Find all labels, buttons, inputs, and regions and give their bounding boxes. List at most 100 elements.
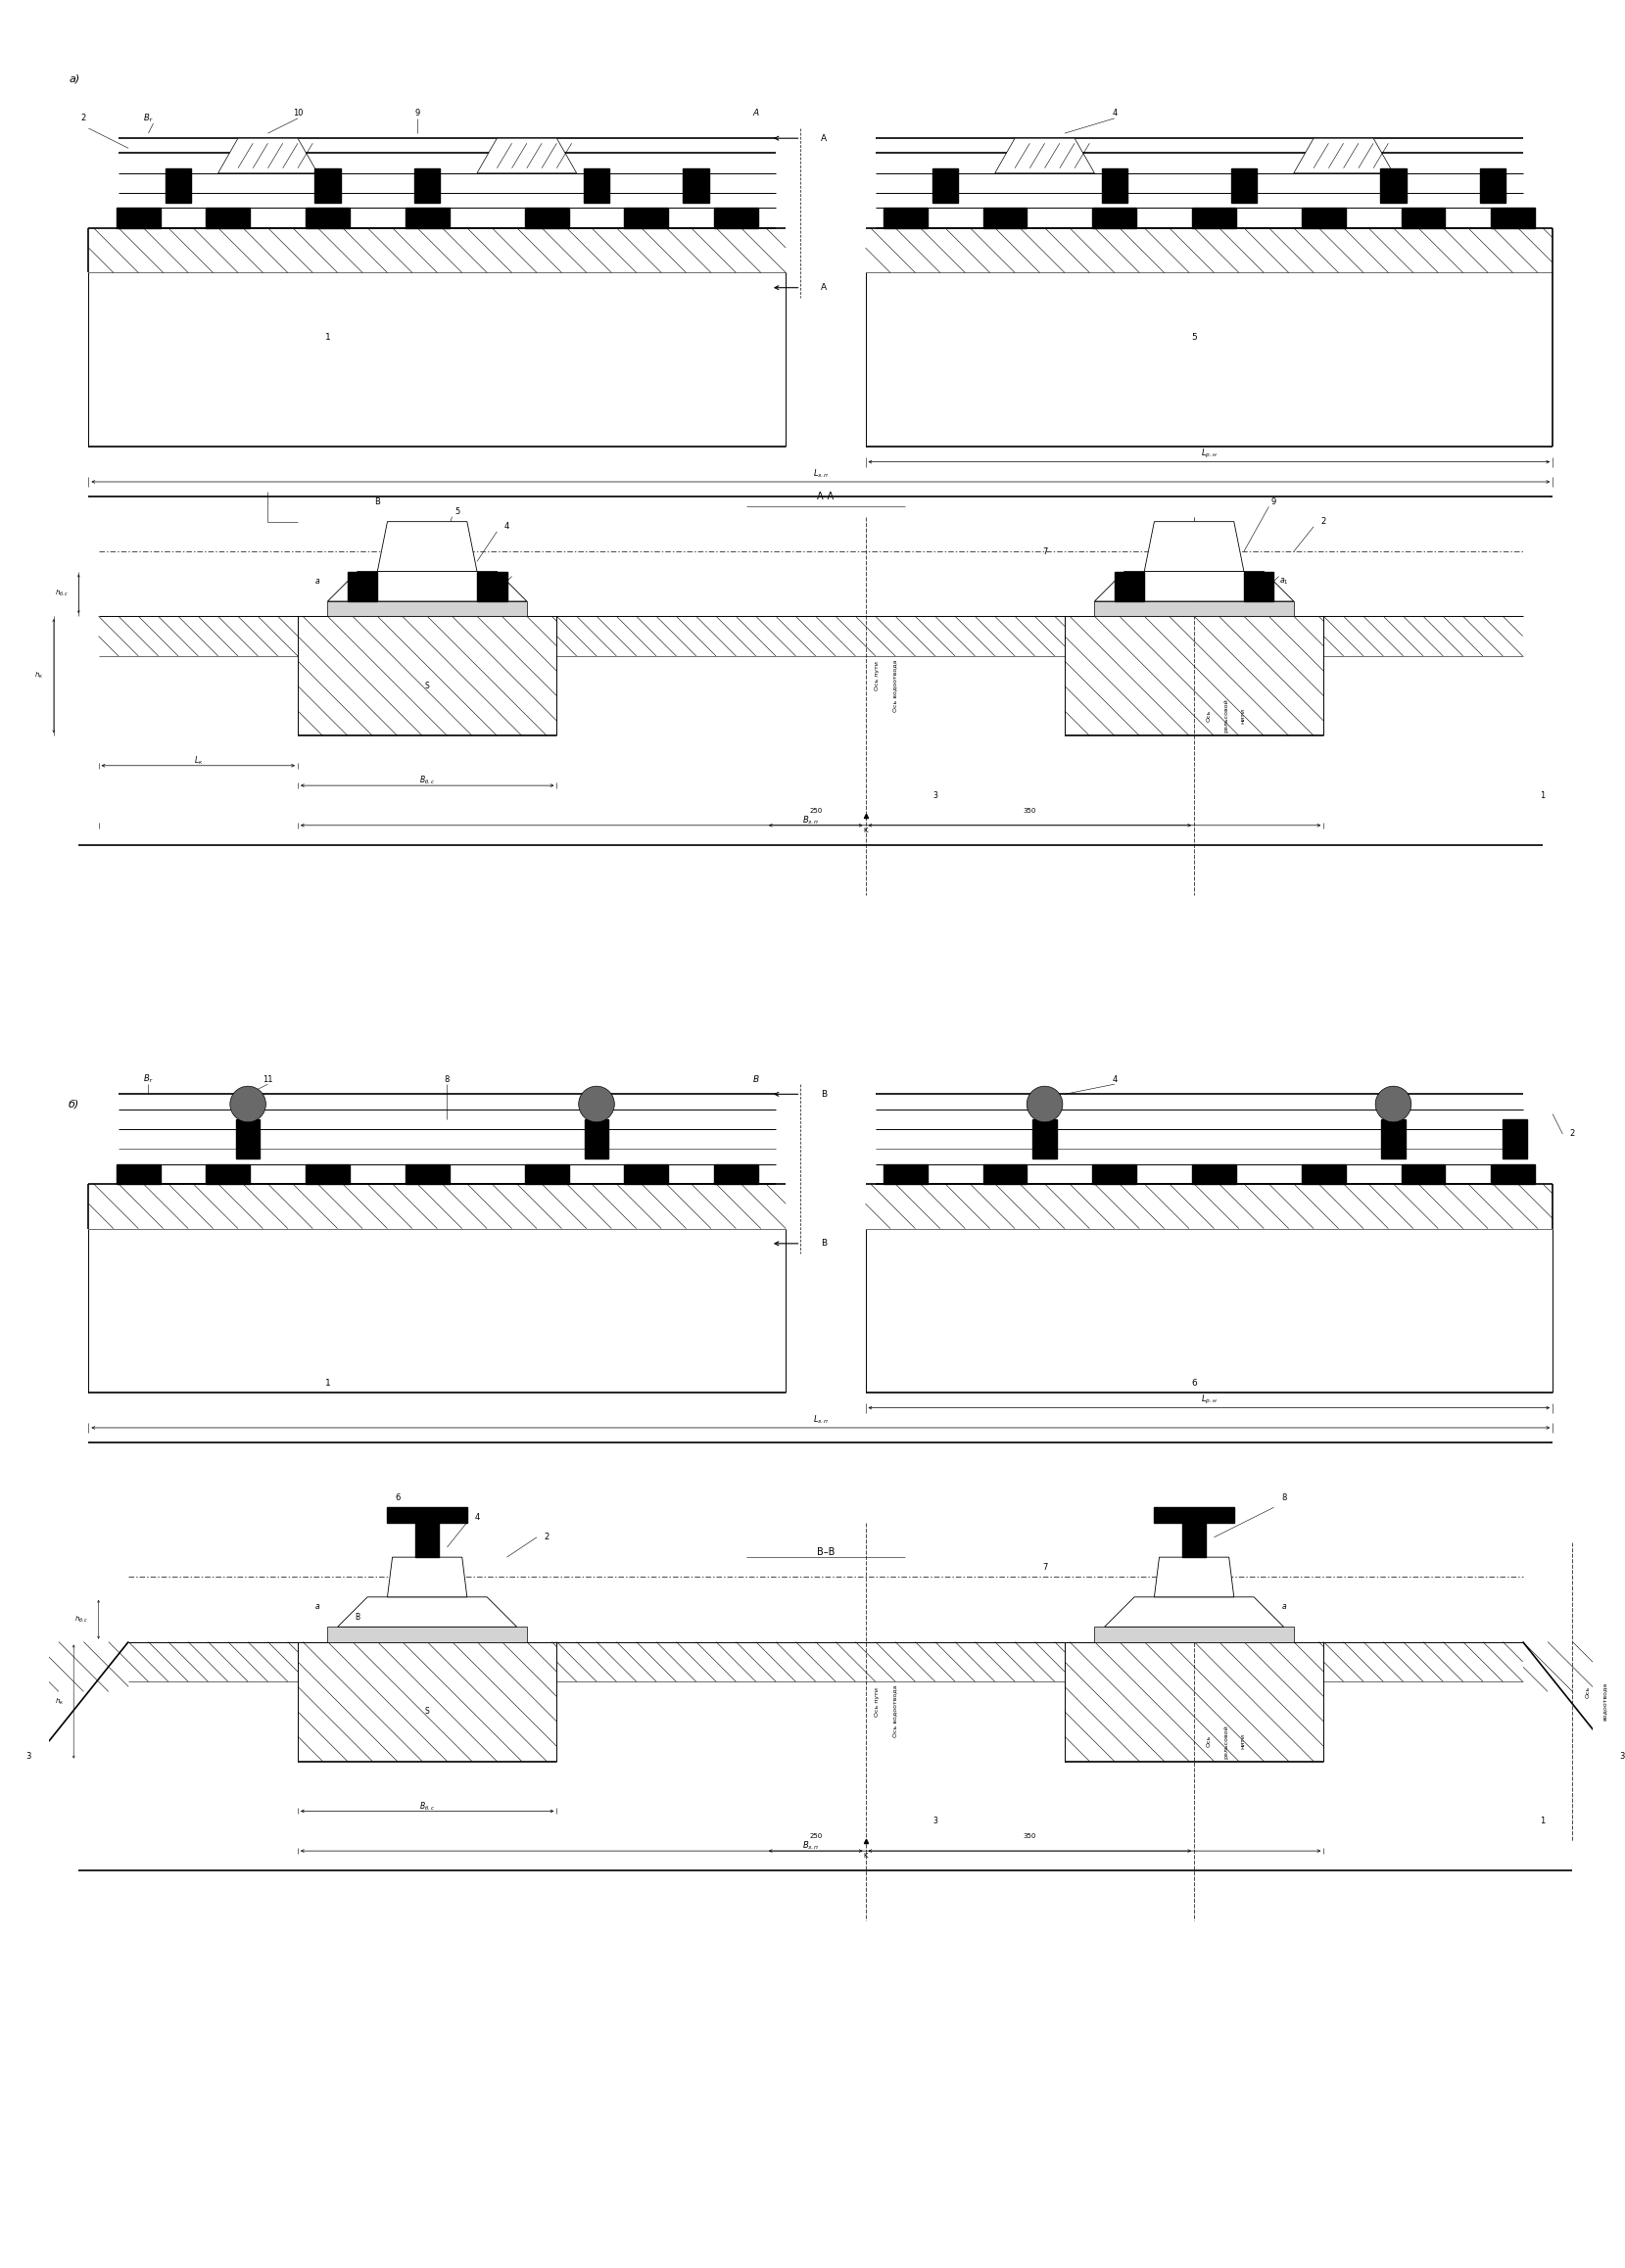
Bar: [525, 209, 569, 227]
Bar: [1064, 617, 1324, 735]
Text: $L_{з.п}$: $L_{з.п}$: [812, 1413, 829, 1427]
Bar: [306, 1163, 349, 1184]
Text: $h_{б.с}$: $h_{б.с}$: [75, 1615, 89, 1624]
Text: 1: 1: [1540, 792, 1545, 801]
Bar: [206, 209, 250, 227]
Polygon shape: [328, 572, 526, 601]
Bar: [117, 1163, 161, 1184]
Text: Ось водоотвода: Ось водоотвода: [892, 1685, 897, 1737]
Text: 350: 350: [1024, 807, 1037, 814]
Text: K: K: [863, 1853, 868, 1860]
Bar: [414, 168, 440, 204]
Bar: [328, 1626, 526, 1642]
Text: 8: 8: [1281, 1492, 1287, 1501]
Text: 1: 1: [325, 333, 330, 342]
Bar: [866, 227, 1552, 272]
Bar: [1523, 1642, 1625, 1692]
Bar: [557, 617, 1064, 655]
Text: 6: 6: [1191, 1379, 1198, 1388]
Bar: [557, 1642, 1064, 1681]
Bar: [478, 572, 507, 601]
Text: B: B: [354, 1613, 361, 1622]
Text: $h_к$: $h_к$: [55, 1696, 63, 1706]
Text: а): а): [68, 73, 80, 84]
Text: $B_{б.с}$: $B_{б.с}$: [419, 1801, 436, 1812]
Bar: [1095, 1626, 1294, 1642]
Text: S: S: [424, 680, 429, 689]
Bar: [933, 168, 959, 204]
Text: 4: 4: [474, 1513, 479, 1522]
Text: водоотвода: водоотвода: [1602, 1683, 1607, 1721]
Text: Ось пути: Ось пути: [874, 662, 879, 689]
Text: S: S: [424, 1708, 429, 1717]
Text: нити: нити: [1240, 708, 1245, 723]
Text: 5: 5: [455, 508, 460, 517]
Bar: [1503, 1118, 1527, 1159]
Bar: [884, 1163, 928, 1184]
Circle shape: [578, 1086, 614, 1123]
Text: 7: 7: [1042, 547, 1048, 556]
Text: Ось пути: Ось пути: [874, 1687, 879, 1717]
Bar: [583, 168, 609, 204]
Bar: [1092, 1163, 1136, 1184]
Text: A: A: [752, 109, 759, 118]
Text: 1: 1: [325, 1379, 330, 1388]
Polygon shape: [478, 138, 577, 172]
Text: рельсовой: рельсовой: [1224, 1724, 1229, 1758]
Text: a: a: [315, 576, 320, 585]
Polygon shape: [994, 138, 1095, 172]
Text: 7: 7: [1042, 1563, 1048, 1572]
Bar: [1232, 168, 1256, 204]
Bar: [405, 209, 449, 227]
Text: 2: 2: [1570, 1129, 1575, 1139]
Text: $B_т$: $B_т$: [143, 1073, 154, 1086]
Bar: [1154, 1508, 1233, 1522]
Bar: [1034, 1118, 1056, 1159]
Text: 8: 8: [445, 1075, 450, 1084]
Text: B: B: [821, 1089, 827, 1098]
Text: $h_к$: $h_к$: [34, 671, 44, 680]
Bar: [387, 1508, 466, 1522]
Bar: [306, 209, 349, 227]
Bar: [99, 617, 297, 655]
Text: B: B: [752, 1075, 759, 1084]
Text: 3: 3: [933, 1817, 938, 1826]
Text: 9: 9: [414, 109, 419, 118]
Bar: [713, 1163, 757, 1184]
Bar: [1102, 168, 1128, 204]
Bar: [128, 1642, 297, 1681]
Circle shape: [231, 1086, 266, 1123]
Polygon shape: [1144, 522, 1243, 572]
Text: B: B: [821, 1238, 827, 1247]
Text: 5: 5: [1191, 333, 1198, 342]
Text: рельсовой: рельсовой: [1224, 699, 1229, 733]
Polygon shape: [377, 522, 478, 572]
Bar: [624, 1163, 668, 1184]
Text: 2: 2: [81, 113, 86, 122]
Polygon shape: [1105, 1597, 1284, 1626]
Text: A: A: [821, 134, 827, 143]
Polygon shape: [387, 1558, 466, 1597]
Text: 3: 3: [26, 1751, 31, 1760]
Bar: [1381, 1118, 1406, 1159]
Text: 3: 3: [933, 792, 938, 801]
Bar: [1092, 209, 1136, 227]
Bar: [525, 1163, 569, 1184]
Bar: [166, 168, 192, 204]
Bar: [1243, 572, 1274, 601]
Text: нити: нити: [1240, 1733, 1245, 1749]
Polygon shape: [338, 1597, 517, 1626]
Bar: [983, 209, 1027, 227]
Circle shape: [1375, 1086, 1410, 1123]
Text: 250: 250: [809, 807, 822, 814]
Bar: [315, 168, 341, 204]
Bar: [297, 617, 557, 735]
Bar: [89, 227, 786, 272]
Text: $L_{р.н}$: $L_{р.н}$: [1201, 1393, 1217, 1406]
Text: 4: 4: [1112, 1075, 1116, 1084]
Text: $B_{з.п}$: $B_{з.п}$: [803, 1839, 819, 1853]
Text: A: A: [821, 284, 827, 293]
Bar: [1302, 1163, 1346, 1184]
Text: $L_{р.н}$: $L_{р.н}$: [1201, 447, 1217, 460]
Text: $a_1$: $a_1$: [1279, 576, 1289, 587]
